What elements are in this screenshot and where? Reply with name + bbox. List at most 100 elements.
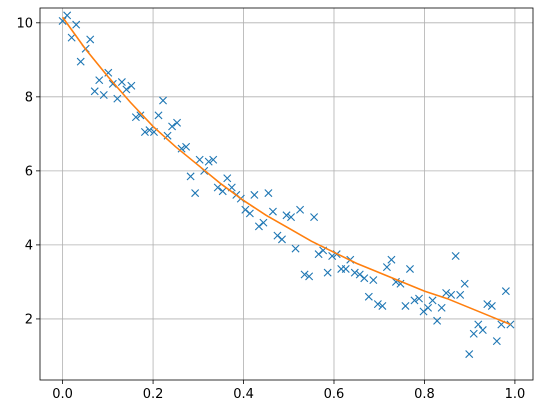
scatter-point <box>136 111 145 120</box>
scatter-point <box>273 231 282 240</box>
scatter-point <box>95 76 104 85</box>
scatter-point <box>117 78 126 87</box>
y-tick-label: 6 <box>25 164 33 179</box>
x-tick-label: 0.6 <box>324 387 345 402</box>
scatter-point <box>378 301 387 310</box>
scatter-point <box>254 222 263 231</box>
scatter-point <box>369 276 378 285</box>
scatter-point <box>108 79 117 88</box>
scatter-point <box>305 272 314 281</box>
scatter-point <box>223 174 232 183</box>
y-tick-label: 10 <box>16 16 33 31</box>
scatter-point <box>277 235 286 244</box>
scatter-point <box>131 113 140 122</box>
axes-frame <box>39 7 534 381</box>
scatter-point <box>72 20 81 29</box>
x-tick-label: 0.8 <box>414 387 435 402</box>
y-tick-label: 8 <box>25 90 33 105</box>
scatter-point <box>300 270 309 279</box>
scatter-point <box>396 279 405 288</box>
scatter-point <box>456 290 465 299</box>
scatter-point <box>442 289 451 298</box>
scatter-point <box>341 264 350 273</box>
scatter-series <box>58 11 515 359</box>
y-tick-label: 4 <box>25 238 33 253</box>
scatter-point <box>291 244 300 253</box>
scatter-point <box>487 301 496 310</box>
scatter-point <box>287 213 296 222</box>
scatter-point <box>182 142 191 151</box>
scatter-point <box>191 189 200 198</box>
scatter-point <box>63 11 72 20</box>
scatter-point <box>447 290 456 299</box>
grid <box>40 8 533 380</box>
scatter-point <box>99 90 108 99</box>
scatter-point <box>364 292 373 301</box>
scatter-point <box>474 320 483 329</box>
scatter-point <box>405 264 414 273</box>
scatter-point <box>328 252 337 260</box>
scatter-point <box>382 263 391 272</box>
scatter-point <box>323 268 332 277</box>
scatter-point <box>433 316 442 325</box>
x-tick-label: 0.2 <box>143 387 164 402</box>
scatter-point <box>428 296 437 305</box>
scatter-point <box>58 16 67 25</box>
y-tick-label: 2 <box>25 312 33 327</box>
scatter-point <box>195 155 204 164</box>
scatter-point <box>264 189 273 198</box>
scatter-point <box>127 81 136 90</box>
scatter-point <box>401 301 410 310</box>
scatter-point <box>250 190 259 199</box>
scatter-point <box>177 144 186 153</box>
scatter-point <box>168 122 177 131</box>
scatter-point <box>86 35 95 44</box>
scatter-point <box>282 211 291 220</box>
scatter-point <box>501 287 510 296</box>
fit-curve <box>61 16 511 326</box>
scatter-point <box>314 250 323 259</box>
scatter-point <box>90 87 99 96</box>
scatter-point <box>154 111 163 120</box>
axis-ticks: 0.0 0.2 0.4 0.6 0.8 1.0 2 4 6 8 10 <box>16 16 525 402</box>
scatter-point <box>259 218 268 227</box>
scatter-point <box>460 279 469 288</box>
scatter-point <box>159 96 168 105</box>
scatter-point <box>451 252 460 260</box>
scatter-point <box>213 183 222 192</box>
scatter-point <box>113 94 122 103</box>
scatter-point <box>145 126 154 135</box>
scatter-point <box>410 296 419 305</box>
scatter-point <box>350 268 359 277</box>
scatter-point <box>173 118 182 127</box>
scatter-point <box>186 172 195 181</box>
scatter-point <box>415 294 424 303</box>
scatter-point <box>122 85 131 94</box>
scatter-point <box>373 300 382 309</box>
scatter-point <box>419 307 428 316</box>
scatter-point <box>437 303 446 312</box>
scatter-point <box>310 213 319 222</box>
scatter-point <box>478 326 487 335</box>
scatter-point <box>424 303 433 312</box>
scatter-point <box>67 33 76 42</box>
scatter-point <box>469 329 478 338</box>
x-tick-label: 1.0 <box>505 387 526 402</box>
fit-line-series <box>61 16 511 326</box>
scatter-point <box>204 157 213 166</box>
scatter-point <box>218 187 227 196</box>
scatter-point <box>245 209 254 218</box>
scatter-point <box>483 300 492 309</box>
scatter-point <box>391 277 400 286</box>
scatter-point <box>268 207 277 216</box>
x-tick-label: 0.0 <box>52 387 73 402</box>
scatter-point <box>209 155 218 164</box>
x-tick-label: 0.4 <box>233 387 254 402</box>
scatter-point <box>387 255 396 264</box>
scatter-point <box>465 350 474 359</box>
scatter-point <box>140 128 149 136</box>
scatter-point <box>360 274 369 283</box>
scatter-point <box>296 205 305 214</box>
